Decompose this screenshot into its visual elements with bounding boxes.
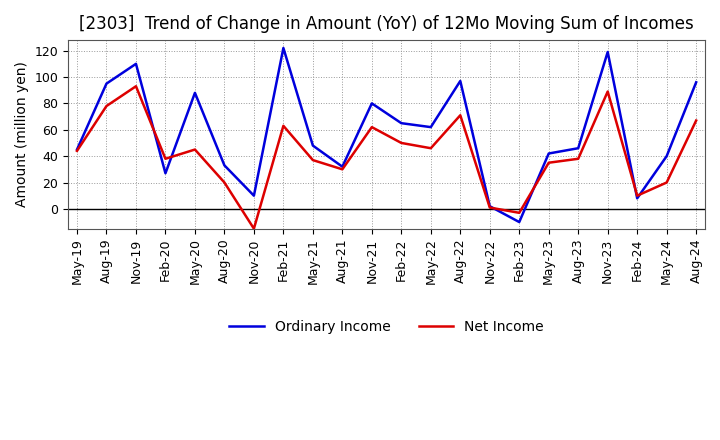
- Ordinary Income: [250, 193, 258, 198]
- Net Income: [456, 113, 464, 118]
- Net Income: [426, 146, 435, 151]
- Net Income: [279, 123, 288, 128]
- Ordinary Income: [279, 45, 288, 51]
- Ordinary Income: [662, 154, 671, 159]
- Ordinary Income: [309, 143, 318, 148]
- Ordinary Income: [544, 151, 553, 156]
- Line: Net Income: Net Income: [77, 86, 696, 229]
- Net Income: [191, 147, 199, 152]
- Ordinary Income: [426, 125, 435, 130]
- Ordinary Income: [367, 101, 376, 106]
- Net Income: [574, 156, 582, 161]
- Legend: Ordinary Income, Net Income: Ordinary Income, Net Income: [224, 315, 549, 340]
- Net Income: [485, 205, 494, 210]
- Net Income: [132, 84, 140, 89]
- Ordinary Income: [73, 147, 81, 152]
- Net Income: [662, 180, 671, 185]
- Ordinary Income: [132, 61, 140, 66]
- Net Income: [633, 193, 642, 198]
- Ordinary Income: [102, 81, 111, 86]
- Net Income: [309, 158, 318, 163]
- Net Income: [397, 140, 405, 146]
- Ordinary Income: [397, 121, 405, 126]
- Ordinary Income: [191, 90, 199, 95]
- Net Income: [367, 125, 376, 130]
- Ordinary Income: [485, 204, 494, 209]
- Title: [2303]  Trend of Change in Amount (YoY) of 12Mo Moving Sum of Incomes: [2303] Trend of Change in Amount (YoY) o…: [79, 15, 694, 33]
- Net Income: [73, 148, 81, 154]
- Ordinary Income: [338, 164, 346, 169]
- Ordinary Income: [574, 146, 582, 151]
- Net Income: [250, 226, 258, 231]
- Y-axis label: Amount (million yen): Amount (million yen): [15, 62, 29, 207]
- Net Income: [338, 167, 346, 172]
- Line: Ordinary Income: Ordinary Income: [77, 48, 696, 222]
- Net Income: [515, 210, 523, 216]
- Net Income: [692, 118, 701, 123]
- Net Income: [161, 156, 170, 161]
- Net Income: [220, 180, 229, 185]
- Ordinary Income: [220, 163, 229, 168]
- Net Income: [544, 160, 553, 165]
- Net Income: [102, 103, 111, 109]
- Ordinary Income: [603, 49, 612, 55]
- Ordinary Income: [515, 220, 523, 225]
- Ordinary Income: [633, 196, 642, 201]
- Net Income: [603, 89, 612, 94]
- Ordinary Income: [692, 80, 701, 85]
- Ordinary Income: [161, 171, 170, 176]
- Ordinary Income: [456, 78, 464, 84]
